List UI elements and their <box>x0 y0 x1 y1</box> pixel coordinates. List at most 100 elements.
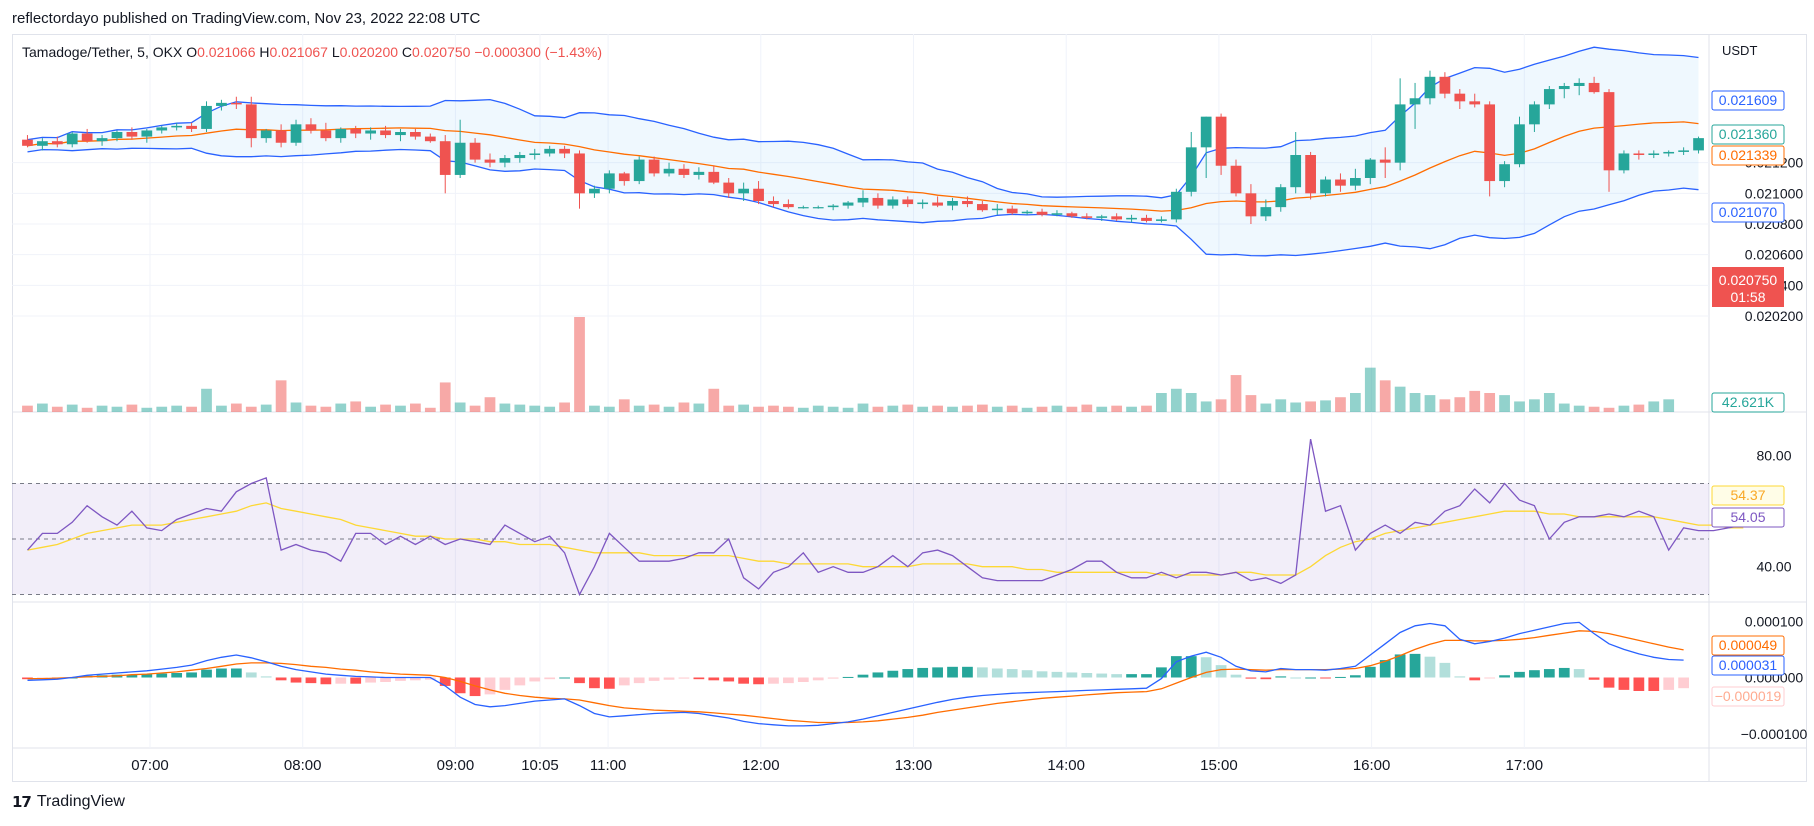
macd-histogram-bar <box>574 677 585 684</box>
macd-histogram-bar <box>693 677 705 680</box>
candle-body <box>51 141 63 145</box>
volume-bar <box>1126 406 1137 412</box>
candle-body <box>812 207 824 209</box>
candle-body <box>1021 211 1033 214</box>
macd-histogram-bar <box>260 676 272 678</box>
basis-badge-box <box>1711 145 1785 166</box>
macd-histogram-bar <box>1126 674 1137 678</box>
macd-histogram-bar <box>484 677 496 695</box>
candle-body <box>245 104 257 139</box>
candle-body <box>275 130 287 143</box>
time-tick-label: 15:00 <box>1200 757 1238 774</box>
candle-body <box>947 201 958 206</box>
candle-body <box>1693 138 1704 151</box>
volume-bar <box>1454 397 1466 412</box>
volume-bar <box>1081 404 1093 412</box>
candle-body <box>1648 153 1660 155</box>
volume-bar <box>201 388 212 412</box>
macd-histogram-bar <box>633 677 645 684</box>
signal-badge-box <box>1711 635 1785 656</box>
macd-histogram-bar <box>1588 677 1600 680</box>
volume-bar <box>1111 405 1123 412</box>
candle-body <box>633 159 645 182</box>
volume-bar <box>1588 406 1600 412</box>
macd-histogram-bar <box>842 676 854 678</box>
macd-histogram-bar <box>991 668 1003 678</box>
macd-histogram-bar <box>335 677 347 684</box>
volume-bar <box>1066 406 1078 412</box>
last-price-badge: 0.020750 <box>1719 272 1778 288</box>
histogram-badge: −0.000019 <box>1715 688 1782 704</box>
volume-bar <box>1499 395 1510 412</box>
candle-body <box>1394 104 1406 163</box>
volume-bar <box>827 406 839 412</box>
volume-bar <box>141 407 153 412</box>
candle-body <box>1260 207 1272 217</box>
volume-bar <box>1006 405 1018 412</box>
volume-bar <box>633 405 645 412</box>
rsi-tick-label: 80.00 <box>1756 448 1791 464</box>
rsi-ma-badge: 54.37 <box>1730 487 1765 503</box>
macd-histogram-bar <box>1648 677 1660 691</box>
volume-bar <box>1663 399 1675 412</box>
macd-histogram-bar <box>499 677 511 690</box>
upper-band-badge: 0.021609 <box>1719 92 1778 108</box>
candle-body <box>1543 89 1555 105</box>
volume-bar <box>216 405 227 412</box>
volume-bar <box>1514 401 1525 412</box>
candle-body <box>1245 193 1257 217</box>
symbol-legend[interactable]: Tamadoge/Tether, 5, OKX O0.021066 H0.021… <box>22 44 602 60</box>
candle-body <box>1111 216 1123 220</box>
symbol-name: Tamadoge/Tether, 5, OKX <box>22 44 183 60</box>
candle-body <box>1514 124 1525 165</box>
candle-body <box>410 132 421 137</box>
volume-bar <box>1260 403 1272 412</box>
volume-bar <box>245 406 257 412</box>
axis-currency[interactable]: USDT <box>1722 43 1758 58</box>
volume-bar <box>917 406 929 412</box>
candle-body <box>171 125 183 128</box>
volume-bar <box>1051 405 1063 412</box>
volume-bar <box>723 405 735 412</box>
candle-body <box>917 202 929 205</box>
macd-histogram-bar <box>1111 674 1123 678</box>
volume-bar <box>230 403 242 412</box>
candle-body <box>529 153 541 155</box>
volume-bar <box>1394 386 1406 412</box>
macd-histogram-bar <box>1350 675 1361 678</box>
macd-histogram-bar <box>454 677 466 694</box>
volume-bar <box>469 405 481 412</box>
open-label: O <box>186 44 198 60</box>
volume-bar <box>1439 399 1451 412</box>
candle-body <box>991 208 1003 211</box>
volume-bar <box>126 404 138 412</box>
low-value: 0.020200 <box>339 44 399 60</box>
volume-bar <box>1618 405 1630 412</box>
candle-body <box>1290 155 1302 188</box>
macd-histogram-bar <box>1439 662 1451 678</box>
volume-bar <box>111 406 123 412</box>
macd-tick-label: −0.000100 <box>1741 726 1808 742</box>
candle-body <box>1350 178 1361 186</box>
candle-body <box>126 132 138 137</box>
macd-histogram-bar <box>723 677 735 682</box>
volume-bar <box>1350 393 1361 412</box>
volume-bar <box>1529 399 1540 412</box>
macd-histogram-bar <box>1290 677 1302 679</box>
volume-bar <box>842 407 854 412</box>
time-tick-label: 07:00 <box>131 757 169 774</box>
macd-histogram-bar <box>320 677 332 685</box>
candle-body <box>1126 217 1137 220</box>
last-close-badge-box <box>1711 124 1785 145</box>
candle-body <box>783 204 794 208</box>
candle-body <box>320 130 332 139</box>
volume-bar <box>1141 405 1152 412</box>
candle-body <box>1484 104 1496 182</box>
candle-body <box>335 128 347 139</box>
macd-histogram-bar <box>618 677 630 686</box>
volume-bar <box>947 406 958 412</box>
volume-bar <box>320 406 332 412</box>
macd-badge: 0.000031 <box>1719 657 1778 673</box>
candle-body <box>469 142 481 160</box>
